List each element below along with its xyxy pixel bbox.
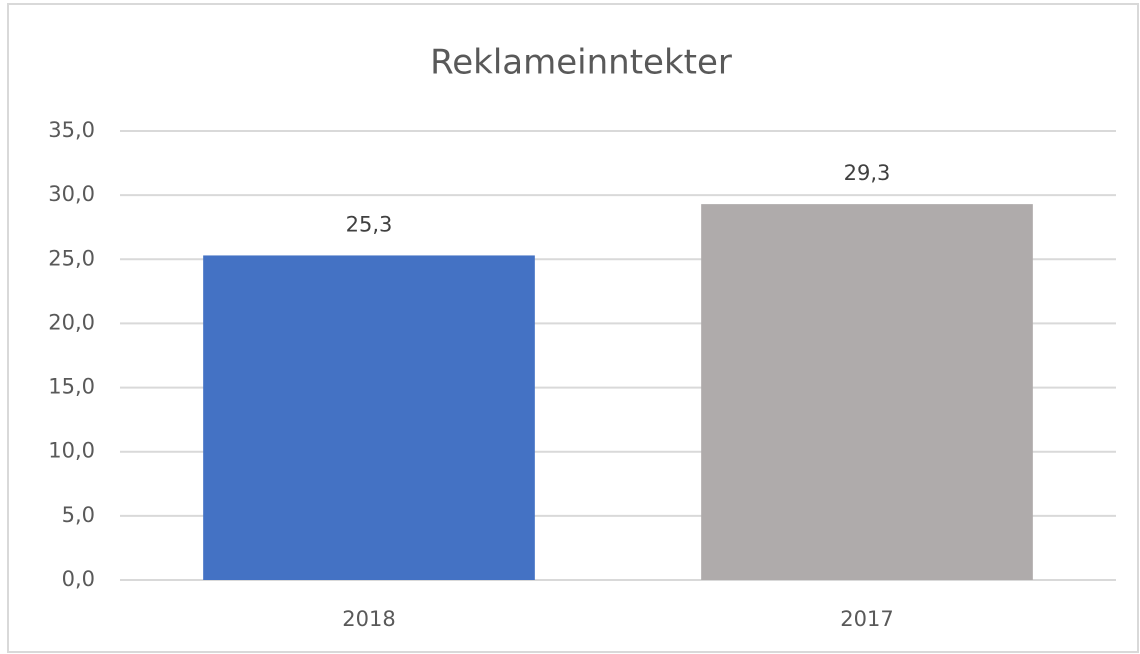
y-tick-label: 0,0 xyxy=(62,567,95,591)
data-label: 25,3 xyxy=(346,212,393,236)
data-label: 29,3 xyxy=(844,161,891,185)
y-tick-label: 25,0 xyxy=(48,246,95,270)
x-tick-label: 2018 xyxy=(342,607,395,631)
bar xyxy=(701,204,1033,580)
y-tick-label: 35,0 xyxy=(48,118,95,142)
y-tick-label: 5,0 xyxy=(62,503,95,527)
x-tick-label: 2017 xyxy=(840,607,893,631)
chart-title: Reklameinntekter xyxy=(430,43,732,83)
y-tick-label: 30,0 xyxy=(48,182,95,206)
y-tick-label: 20,0 xyxy=(48,310,95,334)
bar xyxy=(203,255,535,581)
y-tick-label: 15,0 xyxy=(48,375,95,399)
y-tick-label: 10,0 xyxy=(48,439,95,463)
